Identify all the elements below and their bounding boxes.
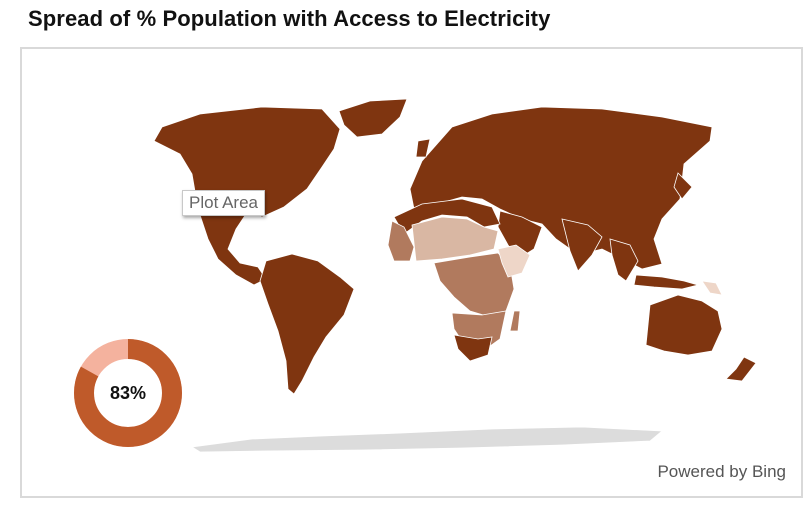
greenland-region[interactable]	[338, 98, 408, 138]
summary-donut	[74, 339, 182, 447]
plot-area-tooltip: Plot Area	[182, 190, 265, 216]
se-asia-region[interactable]	[609, 238, 639, 282]
map-frame[interactable]: Plot Area 83% Powered by Bing	[20, 47, 803, 498]
sahel-region[interactable]	[411, 216, 499, 262]
eurasia-region[interactable]	[409, 106, 713, 270]
indonesia-region[interactable]	[633, 274, 700, 290]
west-africa-region[interactable]	[387, 220, 415, 262]
japan-region[interactable]	[673, 172, 693, 200]
south-america-region[interactable]	[259, 253, 355, 395]
australia-region[interactable]	[645, 294, 723, 356]
antarctica-region[interactable]	[190, 426, 664, 453]
new-zealand-region[interactable]	[725, 356, 757, 382]
india-region[interactable]	[561, 218, 603, 272]
donut-value-label: 83%	[109, 382, 147, 403]
papua-region[interactable]	[701, 280, 723, 296]
uk-region[interactable]	[415, 138, 431, 158]
east-africa-region[interactable]	[497, 244, 531, 278]
chart-title: Spread of % Population with Access to El…	[28, 6, 551, 31]
madagascar-region[interactable]	[509, 310, 521, 332]
donut-value-arc	[74, 339, 182, 447]
bing-attribution: Powered by Bing	[657, 462, 786, 481]
south-africa-region[interactable]	[453, 334, 493, 362]
